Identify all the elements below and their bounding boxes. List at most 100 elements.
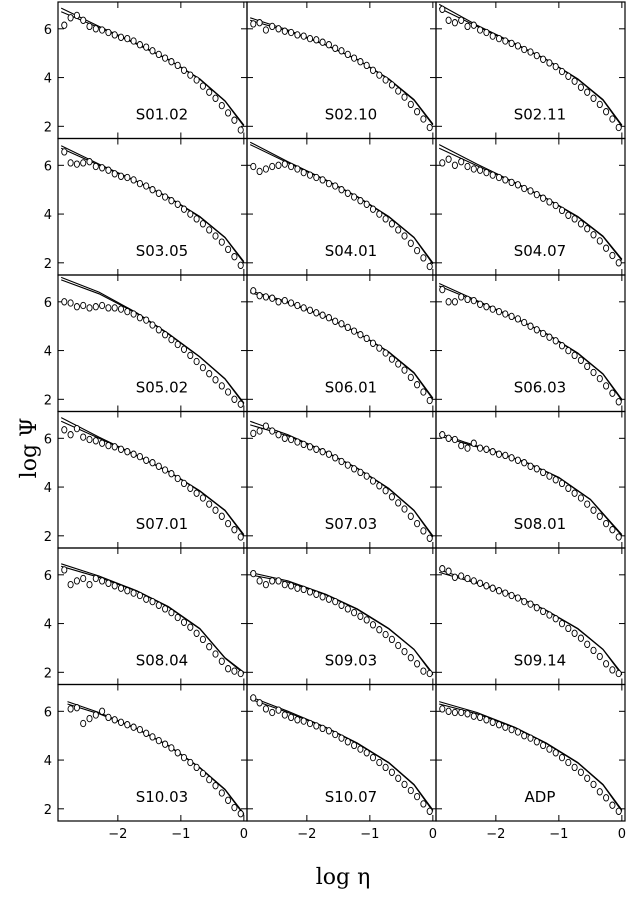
data-point xyxy=(86,714,93,723)
data-point xyxy=(445,707,452,715)
data-point xyxy=(546,611,553,619)
data-point xyxy=(464,295,471,304)
data-point xyxy=(319,176,326,184)
data-point xyxy=(174,61,181,70)
data-point xyxy=(281,296,288,305)
data-point xyxy=(552,337,559,345)
data-point xyxy=(262,26,269,34)
data-point xyxy=(357,468,364,477)
data-point xyxy=(105,441,112,450)
data-point xyxy=(470,577,477,585)
panel-s01-02: 2 4 6 S01.02 xyxy=(44,1,248,140)
y-tick-label: 6 xyxy=(44,159,52,174)
data-point xyxy=(533,465,540,473)
data-point xyxy=(250,20,257,28)
data-point xyxy=(92,437,99,445)
model-curve xyxy=(61,279,245,405)
data-point xyxy=(262,293,269,301)
data-point xyxy=(590,646,597,655)
data-point xyxy=(351,741,358,750)
data-point xyxy=(275,577,282,585)
data-point xyxy=(489,305,496,313)
data-point xyxy=(351,327,358,335)
data-point xyxy=(590,94,597,102)
data-point xyxy=(92,711,99,719)
data-point xyxy=(218,382,225,390)
data-point xyxy=(338,186,345,194)
data-point xyxy=(162,193,169,201)
data-point xyxy=(199,769,206,778)
data-point xyxy=(237,261,244,269)
data-point xyxy=(162,331,169,339)
data-point xyxy=(414,660,421,668)
data-point xyxy=(325,314,332,322)
data-point xyxy=(61,426,68,434)
data-point xyxy=(155,601,162,609)
data-point xyxy=(596,652,603,661)
data-point xyxy=(288,28,295,37)
data-point xyxy=(571,629,578,637)
data-point xyxy=(237,669,244,678)
data-point xyxy=(451,19,458,27)
data-point xyxy=(67,580,74,589)
data-point xyxy=(603,244,610,252)
data-point xyxy=(162,605,169,613)
data-point xyxy=(590,368,597,377)
data-point xyxy=(130,176,137,184)
x-tick-label: 0 xyxy=(240,827,248,842)
data-point xyxy=(206,88,213,96)
data-point xyxy=(483,303,490,311)
data-point xyxy=(61,21,68,29)
data-point xyxy=(269,294,276,302)
data-point xyxy=(540,194,547,202)
data-point xyxy=(369,753,377,762)
data-point xyxy=(256,19,263,27)
data-point xyxy=(136,725,143,734)
data-point xyxy=(143,182,150,190)
data-point xyxy=(212,782,219,790)
data-point xyxy=(187,71,194,79)
data-point xyxy=(294,301,301,310)
data-point xyxy=(269,427,276,435)
data-point xyxy=(143,316,150,324)
data-point xyxy=(395,87,402,95)
x-tick-label: −1 xyxy=(171,827,190,842)
data-point xyxy=(451,161,458,169)
data-point xyxy=(420,667,427,675)
data-point xyxy=(483,582,490,590)
data-point xyxy=(275,161,282,169)
data-point xyxy=(256,699,263,707)
data-point xyxy=(162,740,169,748)
data-point xyxy=(99,577,106,585)
data-point xyxy=(92,574,99,583)
data-point xyxy=(502,176,509,184)
data-point xyxy=(458,158,465,166)
data-point xyxy=(111,443,118,451)
data-point xyxy=(344,189,351,197)
data-point xyxy=(73,11,80,20)
data-point xyxy=(162,54,169,62)
x-tick-label: −2 xyxy=(297,827,316,842)
data-point xyxy=(281,434,288,442)
data-point xyxy=(502,723,509,731)
panel-s07-03: S07.03 xyxy=(246,410,437,549)
data-point xyxy=(275,706,282,714)
data-point xyxy=(401,647,408,656)
data-point xyxy=(168,744,175,752)
data-point xyxy=(218,512,225,520)
data-point xyxy=(180,345,188,353)
data-point xyxy=(218,789,225,797)
data-point xyxy=(514,181,521,189)
data-point xyxy=(546,333,553,341)
y-tick-label: 2 xyxy=(44,257,52,272)
data-point xyxy=(558,206,566,215)
data-point xyxy=(596,374,603,383)
data-point xyxy=(395,360,402,368)
x-tick-label: 0 xyxy=(618,827,626,842)
data-point xyxy=(533,738,540,746)
data-point xyxy=(552,476,559,484)
data-point xyxy=(577,356,584,364)
data-point xyxy=(281,580,288,589)
data-point xyxy=(439,5,446,13)
data-point xyxy=(80,574,87,583)
